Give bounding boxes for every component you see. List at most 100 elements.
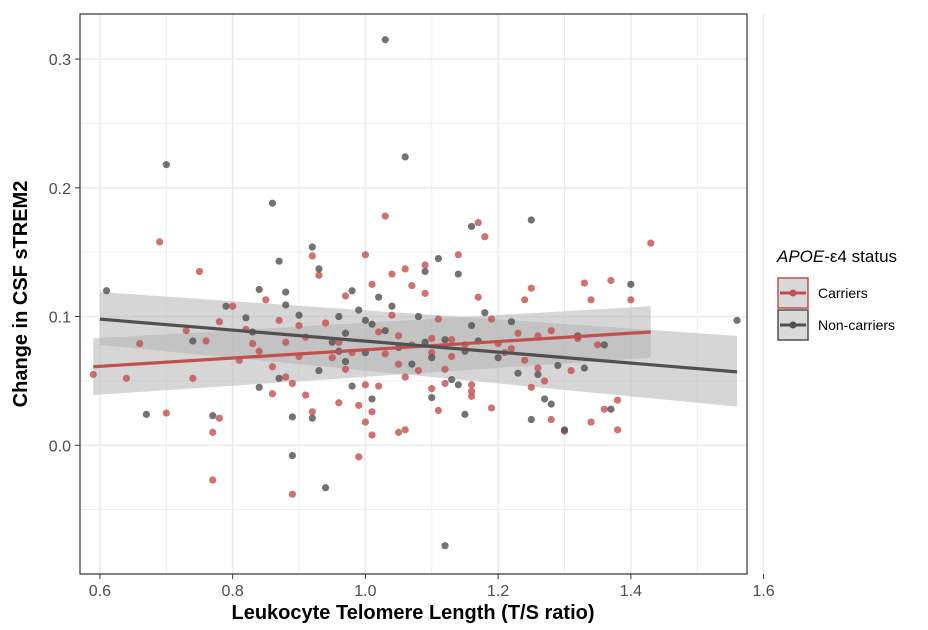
point-carriers [441, 379, 449, 388]
point-carriers [613, 396, 622, 404]
point-carriers [394, 428, 403, 436]
legend-title: APOE-ε4 status [776, 247, 897, 266]
point-carriers [229, 302, 237, 310]
point-carriers [282, 373, 290, 381]
point-non-carriers [507, 318, 515, 326]
y-axis: 0.0 0.1 0.2 0.3 [49, 52, 80, 455]
point-carriers [607, 276, 615, 285]
point-non-carriers [102, 287, 111, 295]
point-non-carriers [315, 265, 323, 273]
point-non-carriers [348, 287, 356, 295]
x-axis-title: Leukocyte Telomere Length (T/S ratio) [231, 602, 594, 624]
point-carriers [527, 383, 535, 391]
point-carriers [202, 337, 210, 345]
point-carriers [467, 387, 476, 395]
point-carriers [162, 409, 170, 417]
point-non-carriers [448, 376, 456, 384]
point-non-carriers [275, 374, 283, 382]
point-carriers [295, 321, 303, 330]
point-non-carriers [308, 243, 316, 251]
legend-item-non-carriers: Non-carriers [777, 309, 895, 341]
point-carriers [302, 391, 310, 399]
y-axis-title: Change in CSF sTREM2 [10, 181, 32, 408]
point-carriers [600, 405, 608, 413]
point-carriers [567, 366, 575, 375]
point-carriers [182, 327, 190, 335]
point-non-carriers [368, 395, 376, 403]
point-non-carriers [454, 270, 462, 278]
point-carriers [341, 292, 350, 300]
point-carriers [375, 382, 383, 390]
point-carriers [355, 401, 363, 409]
panel-border [79, 13, 748, 575]
point-carriers [441, 365, 449, 373]
point-carriers [394, 360, 403, 368]
point-non-carriers [434, 254, 442, 263]
point-carriers [487, 315, 496, 323]
legend-label-carriers: Carriers [818, 285, 868, 301]
point-carriers [421, 289, 429, 297]
point-carriers [540, 377, 549, 385]
x-tick-label: 1.2 [487, 583, 509, 600]
point-carriers [361, 251, 369, 259]
point-carriers [401, 426, 409, 434]
point-carriers [375, 328, 383, 336]
point-carriers [467, 381, 476, 389]
point-carriers [467, 392, 476, 400]
y-tick-label: 0.3 [49, 52, 71, 69]
point-carriers [594, 341, 602, 349]
plot-panel [79, 13, 765, 575]
point-carriers [428, 385, 436, 393]
point-non-carriers [348, 382, 356, 390]
point-non-carriers [414, 312, 423, 321]
point-carriers [580, 279, 588, 287]
point-carriers [481, 233, 489, 241]
y-tick-label: 0.1 [49, 310, 71, 327]
point-carriers [434, 315, 442, 323]
point-non-carriers [282, 288, 290, 296]
point-carriers [268, 363, 277, 371]
point-carriers [315, 271, 323, 279]
point-carriers [627, 296, 635, 304]
point-carriers [534, 364, 542, 372]
point-carriers [434, 406, 442, 415]
point-non-carriers [268, 199, 277, 207]
point-non-carriers [467, 321, 476, 330]
point-non-carriers [189, 337, 197, 345]
point-carriers [521, 296, 529, 304]
point-non-carriers [288, 451, 296, 460]
legend-key-point-carriers [789, 289, 797, 297]
legend: APOE-ε4 status Carriers Non-carriers [776, 247, 897, 341]
point-non-carriers [527, 415, 535, 424]
point-carriers [328, 354, 336, 362]
point-carriers [613, 426, 622, 434]
legend-label-non-carriers: Non-carriers [818, 317, 895, 333]
point-carriers [136, 339, 144, 348]
point-non-carriers [355, 306, 363, 314]
point-carriers [361, 381, 369, 389]
x-tick-label: 0.8 [222, 583, 244, 600]
point-non-carriers [282, 301, 290, 309]
point-carriers [388, 270, 396, 278]
x-tick-label: 1.0 [354, 583, 376, 600]
point-carriers [487, 404, 496, 412]
x-tick-label: 1.4 [620, 583, 642, 600]
point-non-carriers [321, 484, 330, 492]
point-non-carriers [421, 338, 429, 346]
point-non-carriers [627, 280, 635, 288]
point-non-carriers [255, 383, 263, 391]
point-non-carriers [308, 414, 316, 422]
point-non-carriers [341, 357, 350, 366]
point-carriers [401, 265, 409, 273]
point-carriers [428, 348, 436, 357]
point-non-carriers [375, 293, 383, 301]
point-carriers [341, 365, 350, 373]
point-carriers [428, 334, 436, 343]
point-carriers [401, 373, 409, 381]
point-non-carriers [288, 413, 296, 421]
point-non-carriers [441, 542, 449, 550]
point-carriers [288, 490, 296, 498]
point-carriers [189, 374, 197, 382]
point-carriers [368, 431, 376, 439]
